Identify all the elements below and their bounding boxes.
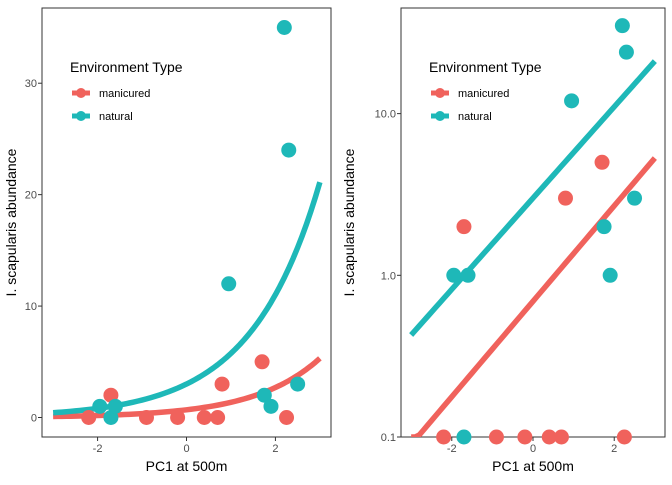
fit-line-manicured: [53, 356, 322, 420]
point-manicured: [81, 410, 97, 425]
y-tick-label: 0.1: [381, 432, 396, 444]
point-manicured: [254, 354, 270, 370]
point-manicured: [517, 429, 533, 445]
point-natural: [290, 376, 306, 392]
point-natural: [614, 18, 630, 34]
point-manicured: [170, 410, 186, 425]
x-tick-label: 2: [272, 443, 278, 455]
x-tick-label: 0: [183, 443, 189, 455]
y-tick-label: 10: [25, 301, 37, 313]
panel-2: 0.1 1.0 10.0 -2 0 2 PC1 at 500m I. scapularis a…: [341, 7, 666, 474]
point-manicured: [196, 410, 212, 425]
point-manicured: [436, 429, 452, 445]
legend-key-point-natural: [435, 111, 445, 121]
point-natural: [564, 93, 580, 109]
panel-1: 0 10 20 30 -2 0 2 PC1 at 500m I. scapularis abun…: [3, 7, 332, 474]
y-tick-label: 30: [25, 78, 37, 90]
x-axis-title: PC1 at 500m: [492, 458, 574, 474]
point-natural: [618, 44, 634, 60]
x-tick-label: -2: [447, 443, 457, 455]
point-manicured: [210, 410, 226, 425]
y-tick-label: 0: [31, 413, 37, 425]
x-tick-label: 2: [611, 443, 617, 455]
point-natural: [107, 398, 123, 414]
point-manicured: [541, 429, 557, 445]
x-axis-title: PC1 at 500m: [146, 458, 228, 474]
legend-label-natural: natural: [99, 111, 133, 123]
point-natural: [456, 429, 472, 445]
legend-title: Environment Type: [70, 59, 183, 75]
point-natural: [256, 387, 272, 403]
point-manicured: [279, 410, 295, 425]
point-natural: [627, 190, 643, 206]
plot-area: [41, 7, 332, 438]
point-natural: [602, 267, 618, 283]
legend-label-manicured: manicured: [99, 88, 150, 100]
point-natural: [596, 219, 612, 235]
point-natural: [276, 20, 292, 35]
fit-line-natural: [409, 59, 657, 337]
legend-label-natural: natural: [458, 111, 492, 123]
y-tick-label: 20: [25, 190, 37, 202]
point-manicured: [557, 190, 573, 206]
y-axis-title: I. scapularis abundance: [341, 148, 357, 296]
point-manicured: [594, 154, 610, 170]
point-natural: [281, 142, 297, 158]
legend-title: Environment Type: [429, 59, 542, 75]
x-tick-label: 0: [530, 443, 536, 455]
point-natural: [92, 398, 108, 414]
x-tick-label: -2: [93, 443, 103, 455]
legend-label-manicured: manicured: [458, 88, 509, 100]
point-natural: [446, 267, 462, 283]
point-manicured: [138, 410, 154, 425]
y-axis-title: I. scapularis abundance: [3, 148, 19, 296]
point-natural: [460, 267, 476, 283]
y-tick-label: 1.0: [381, 270, 396, 282]
point-manicured: [488, 429, 504, 445]
legend-key-point-manicured: [435, 88, 445, 98]
legend-key-point-manicured: [76, 88, 86, 98]
legend-key-point-natural: [76, 111, 86, 121]
point-manicured: [553, 429, 569, 445]
point-manicured: [616, 429, 632, 445]
fit-line-manicured: [411, 156, 657, 437]
point-natural: [263, 398, 279, 414]
point-manicured: [456, 219, 472, 235]
y-tick-label: 10.0: [375, 109, 396, 121]
point-natural: [221, 276, 237, 292]
point-manicured: [214, 376, 230, 392]
